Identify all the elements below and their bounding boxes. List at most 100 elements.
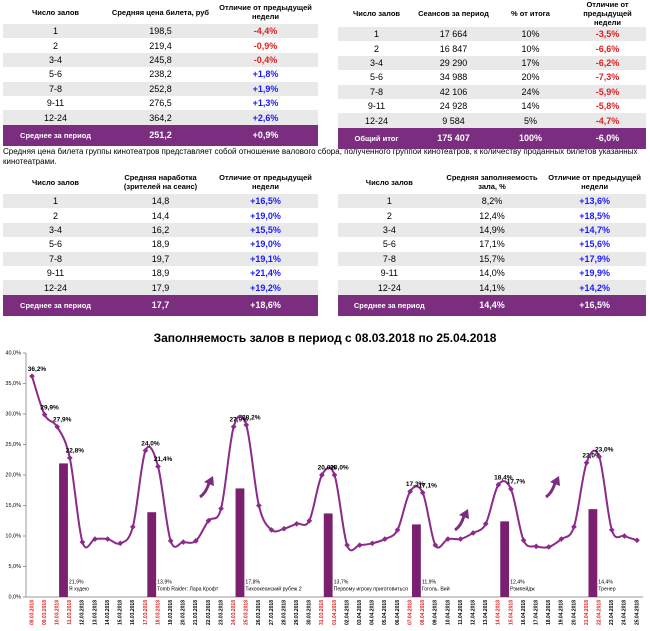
line-marker: [533, 543, 539, 550]
line-marker: [571, 524, 577, 530]
footer-row: Среднее за период 14,4% +16,5%: [338, 294, 646, 316]
x-tick-label: 23.03.2018: [218, 600, 224, 625]
line-marker: [331, 472, 338, 478]
table-row: 2 219,4 -0,9%: [3, 38, 318, 52]
line-marker: [407, 488, 413, 495]
footer-cell: 17,7: [108, 294, 213, 316]
x-tick-label: 23.04.2018: [609, 600, 615, 625]
table-cell: 18,9: [151, 268, 170, 279]
line-value-label: 28,2%: [242, 415, 261, 422]
table-cell: -3,5%: [569, 27, 646, 42]
table-cell: +13,6%: [543, 194, 646, 209]
table-cell: 24 928: [439, 101, 468, 112]
footer-cell: +18,6%: [213, 294, 318, 316]
x-tick-label: 11.03.2018: [67, 600, 73, 625]
stats-table: Число залов Сеансов за период % от итога От…: [338, 0, 646, 149]
table-cell: 9-11: [380, 268, 398, 279]
line-value-label: 22,0%: [582, 453, 601, 460]
x-tick-label: 15.03.2018: [118, 600, 124, 625]
table-cell: 3-4: [338, 55, 415, 71]
table-cell: 7-8: [338, 251, 441, 266]
table-row: 12-24 364,2 +2,6%: [3, 110, 318, 125]
table-row: 3-4 16,2 +15,5%: [3, 222, 318, 238]
bar-value-label: 17,8%: [245, 579, 260, 585]
table-cell: 34 988: [439, 72, 468, 83]
table-cell: 2: [386, 210, 392, 221]
line-marker: [369, 540, 376, 547]
line-value-label: 29,9%: [40, 404, 59, 411]
footer-row: Среднее за период 251,2 +0,9%: [3, 124, 318, 146]
line-value-label: 17,1%: [419, 482, 438, 489]
bar-annotation: Tomb Raider: Лара Крофт: [157, 586, 219, 592]
x-tick-label: 30.03.2018: [307, 600, 313, 625]
x-tick-label: 05.04.2018: [382, 600, 388, 625]
table-cell: 276,5: [149, 98, 172, 109]
y-tick-label: 15,0%: [5, 503, 21, 509]
table-cell: +16,5%: [213, 194, 318, 209]
table-row: 1 14,8 +16,5%: [3, 194, 318, 209]
x-tick-label: 01.04.2018: [332, 600, 338, 625]
table-cell: 5%: [492, 113, 569, 128]
x-tick-label: 16.04.2018: [521, 600, 527, 625]
table-cell: +19,0%: [250, 239, 281, 250]
table-row: 7-8 252,8 +1,9%: [3, 81, 318, 96]
table-cell: 1: [338, 27, 415, 42]
footer-cell: +0,9%: [213, 124, 318, 146]
line-marker: [281, 525, 287, 532]
header-cell: Отличие от предыдущей недели: [219, 173, 312, 191]
line-marker: [419, 489, 426, 496]
footer-cell: 251,2: [108, 124, 213, 146]
footer-cell: Среднее за период: [338, 294, 441, 316]
x-tick-label: 12.04.2018: [470, 600, 476, 625]
table-row: 12-24 9 584 5% -4,7%: [338, 113, 646, 128]
bar: [500, 521, 510, 597]
bar: [412, 524, 421, 597]
table-row: 9-11 24 928 14% -5,8%: [338, 99, 646, 113]
table-cell: 3-4: [3, 222, 108, 238]
table-cell: 14,0%: [479, 268, 505, 279]
table-cell: 17 664: [415, 27, 492, 42]
line-marker: [130, 524, 136, 530]
table-cell: +19,1%: [213, 251, 318, 266]
line-marker: [142, 447, 149, 454]
x-tick-label: 21.03.2018: [193, 600, 199, 625]
footer-row: Среднее за период 17,7 +18,6%: [3, 294, 318, 316]
header-cell: Средняя заполняемость зала, %: [446, 173, 538, 191]
x-tick-label: 07.04.2018: [407, 600, 413, 625]
x-tick-label: 10.04.2018: [445, 600, 451, 625]
header-cell: Отличие от предыдущей недели: [219, 3, 312, 21]
line-marker: [482, 520, 489, 527]
line-value-label: 23,0%: [595, 446, 614, 453]
table-row: 5-6 17,1% +15,6%: [338, 237, 646, 251]
table-row: 3-4 29 290 17% -6,2%: [338, 55, 646, 71]
table-row: 7-8 19,7 +19,1%: [3, 251, 318, 266]
footer-cell: Среднее за период: [3, 124, 108, 146]
line-marker: [520, 537, 527, 544]
y-tick-label: 35,0%: [5, 381, 21, 387]
line-marker: [432, 542, 439, 548]
line-marker: [445, 536, 451, 542]
bar-annotation: Гоголь. Вий: [422, 585, 450, 592]
header-row: Число залов Средняя цена билета, руб Отлич…: [3, 0, 318, 24]
bar: [588, 509, 598, 597]
table-cell: +2,6%: [213, 110, 318, 125]
bar-annotation: Первому игроку приготовиться: [334, 586, 408, 592]
x-tick-label: 31.03.2018: [319, 600, 325, 625]
line-marker: [256, 502, 262, 509]
header-cell: Число залов: [352, 9, 401, 18]
x-tick-label: 09.03.2018: [42, 600, 48, 625]
table-cell: +19,9%: [579, 268, 611, 279]
line-marker: [180, 539, 187, 545]
footer-cell: 175 407: [415, 127, 492, 149]
line-marker: [306, 517, 313, 524]
table-row: 3-4 14,9% +14,7%: [338, 222, 646, 238]
table-row: 5-6 18,9 +19,0%: [3, 237, 318, 251]
table-cell: -0,9%: [253, 40, 278, 51]
table-cell: 15,7%: [440, 251, 544, 266]
table-cell: 2: [52, 40, 58, 51]
table-cell: 42 106: [415, 84, 492, 99]
table-cell: 14,1%: [440, 280, 544, 295]
line-value-label: 27,9%: [229, 417, 248, 424]
line-marker: [621, 533, 628, 539]
